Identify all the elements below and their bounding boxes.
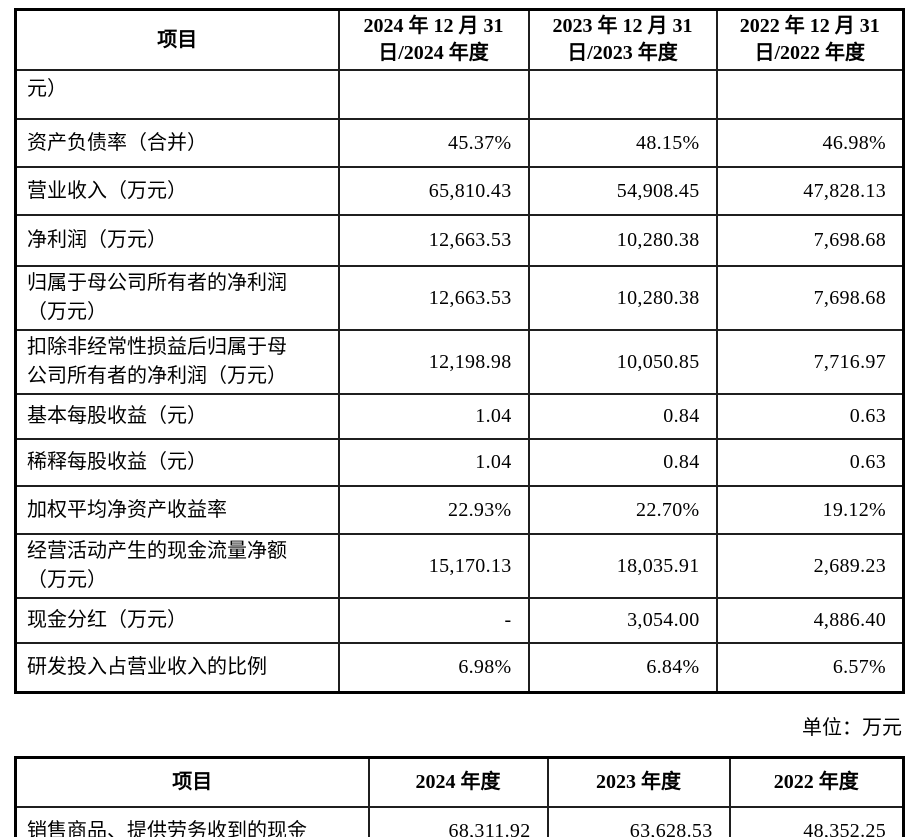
unit-label: 单位：万元 [802, 716, 902, 739]
cell-2022 [715, 69, 905, 120]
table-row: 归属于母公司所有者的净利润 （万元） 12,663.53 10,280.38 7… [14, 265, 905, 331]
row-label: 归属于母公司所有者的净利润 （万元） [14, 265, 340, 331]
cell-2023: 48.15% [527, 118, 718, 168]
table-row: 经营活动产生的现金流量净额 （万元） 15,170.13 18,035.91 2… [14, 533, 905, 599]
table2-header-row: 项目 2024 年度 2023 年度 2022 年度 [14, 756, 905, 808]
cell-2024: 1.04 [337, 438, 530, 487]
row-label: 元） [14, 69, 340, 120]
cash-flow-table: 项目 2024 年度 2023 年度 2022 年度 销售商品、提供劳务收到的现… [14, 755, 905, 837]
table2-header-2023: 2023 年度 [546, 756, 731, 808]
cell-2024: 45.37% [337, 118, 530, 168]
cell-2022: 6.57% [715, 642, 905, 693]
table-row: 资产负债率（合并） 45.37% 48.15% 46.98% [14, 118, 905, 168]
cell-2024: 6.98% [337, 642, 530, 693]
table1-header-2024: 2024 年 12 月 31 日/2024 年度 [337, 8, 530, 71]
row-label: 资产负债率（合并） [14, 118, 340, 168]
cell-2023: 3,054.00 [527, 597, 718, 644]
table-row: 扣除非经常性损益后归属于母 公司所有者的净利润（万元） 12,198.98 10… [14, 329, 905, 395]
cell-2023: 10,280.38 [527, 214, 718, 267]
table1-header-2022: 2022 年 12 月 31 日/2022 年度 [715, 8, 905, 71]
cell-2023: 63,628.53 [546, 806, 731, 837]
cell-2024: - [337, 597, 530, 644]
row-label: 经营活动产生的现金流量净额 （万元） [14, 533, 340, 599]
cell-2023: 0.84 [527, 438, 718, 487]
table2-header-item: 项目 [14, 756, 370, 808]
cell-2022: 0.63 [715, 393, 905, 440]
cell-2022: 47,828.13 [715, 166, 905, 216]
row-label: 加权平均净资产收益率 [14, 485, 340, 535]
cell-2024: 65,810.43 [337, 166, 530, 216]
table-row: 加权平均净资产收益率 22.93% 22.70% 19.12% [14, 485, 905, 535]
table-row: 稀释每股收益（元） 1.04 0.84 0.63 [14, 438, 905, 487]
cell-2022: 7,698.68 [715, 265, 905, 331]
cell-2022: 7,698.68 [715, 214, 905, 267]
row-label: 现金分红（万元） [14, 597, 340, 644]
row-label: 基本每股收益（元） [14, 393, 340, 440]
table-row: 净利润（万元） 12,663.53 10,280.38 7,698.68 [14, 214, 905, 267]
cell-2024: 68,311.92 [367, 806, 549, 837]
row-label: 扣除非经常性损益后归属于母 公司所有者的净利润（万元） [14, 329, 340, 395]
cell-2023 [527, 69, 718, 120]
table2-header-2024: 2024 年度 [367, 756, 549, 808]
cell-2022: 7,716.97 [715, 329, 905, 395]
cell-2023: 10,050.85 [527, 329, 718, 395]
table2-header-2022: 2022 年度 [728, 756, 905, 808]
cell-2022: 19.12% [715, 485, 905, 535]
financial-summary-table: 项目 2024 年 12 月 31 日/2024 年度 2023 年 12 月 … [14, 8, 905, 694]
cell-2023: 18,035.91 [527, 533, 718, 599]
cell-2023: 6.84% [527, 642, 718, 693]
cell-2024 [337, 69, 530, 120]
cell-2022: 2,689.23 [715, 533, 905, 599]
table1-header-item: 项目 [14, 8, 340, 71]
cell-2024: 12,663.53 [337, 265, 530, 331]
row-label: 稀释每股收益（元） [14, 438, 340, 487]
cell-2024: 1.04 [337, 393, 530, 440]
cell-2024: 12,663.53 [337, 214, 530, 267]
table-row: 基本每股收益（元） 1.04 0.84 0.63 [14, 393, 905, 440]
cell-2022: 4,886.40 [715, 597, 905, 644]
cell-2024: 12,198.98 [337, 329, 530, 395]
cell-2023: 10,280.38 [527, 265, 718, 331]
row-label: 销售商品、提供劳务收到的现金 [14, 806, 370, 837]
table1-header-2023: 2023 年 12 月 31 日/2023 年度 [527, 8, 718, 71]
cell-2023: 0.84 [527, 393, 718, 440]
cell-2023: 54,908.45 [527, 166, 718, 216]
table-row: 销售商品、提供劳务收到的现金 68,311.92 63,628.53 48,35… [14, 806, 905, 837]
table-row: 研发投入占营业收入的比例 6.98% 6.84% 6.57% [14, 642, 905, 693]
table-row: 营业收入（万元） 65,810.43 54,908.45 47,828.13 [14, 166, 905, 216]
row-label: 营业收入（万元） [14, 166, 340, 216]
cell-2022: 46.98% [715, 118, 905, 168]
table1-header-row: 项目 2024 年 12 月 31 日/2024 年度 2023 年 12 月 … [14, 8, 905, 71]
table-row: 现金分红（万元） - 3,054.00 4,886.40 [14, 597, 905, 644]
cell-2023: 22.70% [527, 485, 718, 535]
cell-2024: 15,170.13 [337, 533, 530, 599]
document-page: 项目 2024 年 12 月 31 日/2024 年度 2023 年 12 月 … [0, 8, 916, 837]
cell-2024: 22.93% [337, 485, 530, 535]
cell-2022: 48,352.25 [728, 806, 905, 837]
cell-2022: 0.63 [715, 438, 905, 487]
row-label: 净利润（万元） [14, 214, 340, 267]
table-row: 元） [14, 69, 905, 120]
row-label: 研发投入占营业收入的比例 [14, 642, 340, 693]
